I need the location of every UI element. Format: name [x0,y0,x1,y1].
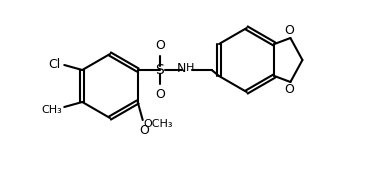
Text: CH₃: CH₃ [42,105,62,115]
Text: O: O [285,83,294,96]
Text: H: H [186,63,194,73]
Text: O: O [139,124,149,137]
Text: S: S [155,63,164,77]
Text: Cl: Cl [48,57,60,71]
Text: O: O [285,24,294,37]
Text: OCH₃: OCH₃ [144,119,173,129]
Text: O: O [155,39,165,52]
Text: O: O [155,88,165,101]
Text: N: N [177,61,187,75]
